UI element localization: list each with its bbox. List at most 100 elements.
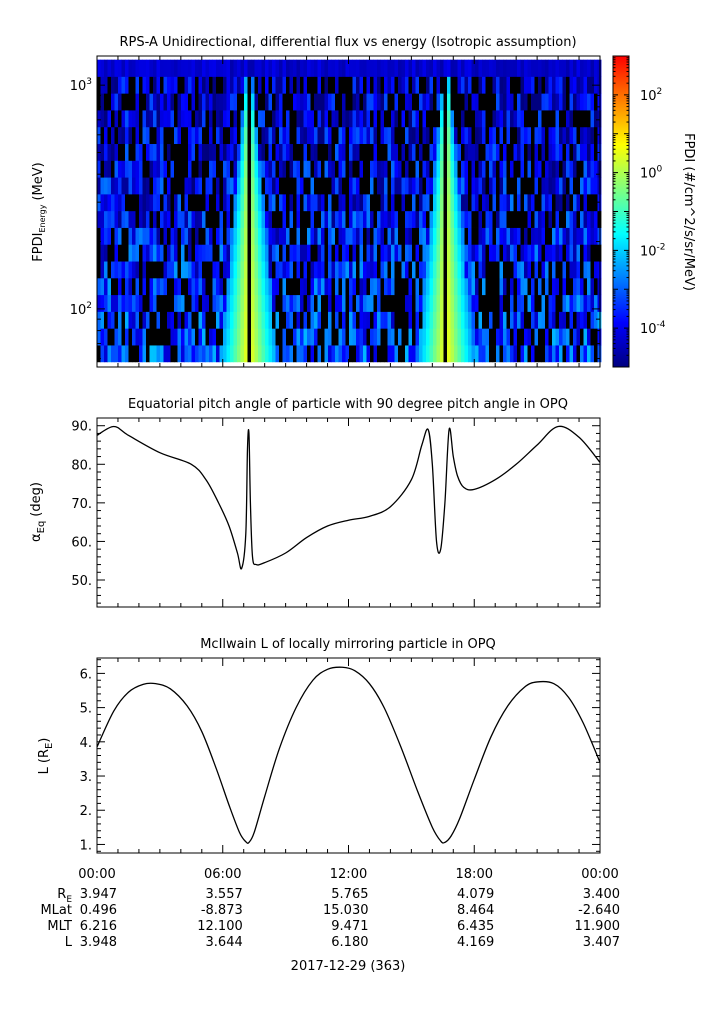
spectrogram-cell — [401, 76, 406, 94]
spectrogram-cell — [132, 126, 136, 145]
spectrogram-cell — [111, 345, 115, 363]
spectrogram-cell — [163, 210, 168, 228]
spectrogram-cell — [419, 59, 423, 77]
spectrogram-cell — [503, 277, 507, 296]
spectrogram-cell — [517, 328, 521, 346]
spectrogram-cell — [265, 210, 269, 228]
spectrogram-cell — [345, 93, 350, 111]
spectrogram-cell — [153, 76, 157, 94]
spectrogram-cell — [160, 244, 164, 262]
spectrogram-cell — [443, 126, 448, 145]
spectrogram-cell — [485, 261, 490, 279]
spectrogram-cell — [573, 177, 577, 195]
spectrogram-cell — [128, 110, 133, 128]
spectrogram-cell — [254, 193, 259, 212]
spectrogram-cell — [177, 126, 182, 145]
spectrogram-cell — [454, 294, 458, 312]
spectrogram-cell — [191, 93, 196, 111]
spectrogram-cell — [552, 59, 556, 77]
spectrogram-cell — [443, 193, 448, 212]
spectrogram-cell — [482, 126, 486, 145]
spectrogram-cell — [244, 261, 248, 279]
spectrogram-cell — [314, 210, 318, 228]
spectrogram-cell — [562, 126, 567, 145]
spectrogram-cell — [310, 227, 315, 245]
spectrogram-cell — [485, 76, 490, 94]
spectrogram-cell — [573, 244, 577, 262]
spectrogram-cell — [118, 328, 122, 346]
spectrogram-cell — [321, 126, 325, 145]
spectrogram-cell — [254, 76, 259, 94]
spectrogram-cell — [583, 244, 588, 262]
spectrogram-cell — [363, 244, 367, 262]
spectrogram-cell — [461, 294, 465, 312]
spectrogram-x-ticks — [96, 56, 601, 367]
spectrogram-cell — [163, 110, 168, 128]
spectrogram-cell — [559, 210, 563, 228]
spectrogram-cell — [118, 126, 122, 145]
spectrogram-cell — [268, 261, 273, 279]
spectrogram-cell — [471, 210, 476, 228]
spectrogram-cell — [573, 76, 577, 94]
spectrogram-cell — [359, 76, 364, 94]
spectrogram-cell — [174, 110, 178, 128]
spectrogram-cell — [412, 328, 416, 346]
spectrogram-cell — [279, 261, 283, 279]
spectrogram-cell — [132, 93, 136, 111]
spectrogram-cell — [331, 277, 336, 296]
spectrogram-cell — [156, 76, 161, 94]
spectrogram-cell — [300, 210, 304, 228]
spectrogram-cell — [142, 59, 147, 77]
spectrogram-cell — [405, 294, 409, 312]
spectrogram-cell — [475, 311, 479, 329]
spectrogram-cell — [198, 59, 203, 77]
spectrogram-cell — [167, 345, 171, 363]
spectrogram-cell — [510, 227, 514, 245]
ephemeris-value: 3.948 — [80, 935, 117, 950]
spectrogram-cell — [559, 76, 563, 94]
spectrogram-cell — [513, 160, 518, 178]
spectrogram-cell — [121, 227, 126, 245]
time-tick-label: 12:00 — [330, 867, 367, 882]
spectrogram-cell — [324, 193, 329, 212]
spectrogram-cell — [237, 311, 241, 329]
spectrogram-cell — [97, 93, 101, 111]
spectrogram-cell — [209, 244, 213, 262]
spectrogram-cell — [377, 177, 381, 195]
spectrogram-cell — [314, 160, 318, 178]
spectrogram-cell — [520, 177, 525, 195]
spectrogram-cell — [310, 193, 315, 212]
spectrogram-cell — [258, 328, 262, 346]
spectrogram-cell — [261, 227, 266, 245]
spectrogram-cell — [443, 328, 448, 346]
spectrogram-cell — [219, 160, 224, 178]
spectrogram-cell — [342, 110, 346, 128]
spectrogram-cell — [450, 76, 455, 94]
spectrogram-cell — [135, 126, 140, 145]
spectrogram-cell — [464, 177, 469, 195]
spectrogram-cell — [478, 193, 483, 212]
spectrogram-cell — [391, 244, 395, 262]
spectrogram-cell — [223, 294, 227, 312]
spectrogram-cell — [216, 177, 220, 195]
spectrogram-cell — [482, 110, 486, 128]
spectrogram-cell — [405, 277, 409, 296]
spectrogram-cell — [590, 277, 595, 296]
spectrogram-cell — [380, 76, 385, 94]
spectrogram-cell — [576, 328, 581, 346]
spectrogram-cell — [114, 227, 119, 245]
spectrogram-cell — [314, 244, 318, 262]
spectrogram-cell — [527, 193, 532, 212]
spectrogram-cell — [209, 277, 213, 296]
spectrogram-cell — [405, 110, 409, 128]
spectrogram-cell — [573, 328, 577, 346]
spectrogram-cell — [429, 210, 434, 228]
spectrogram-cell — [107, 59, 112, 77]
spectrogram-cell — [244, 193, 248, 212]
spectrogram-cell — [405, 244, 409, 262]
spectrogram-cell — [198, 210, 203, 228]
spectrogram-cell — [170, 160, 175, 178]
spectrogram-cell — [188, 126, 192, 145]
spectrogram-cell — [573, 193, 577, 212]
